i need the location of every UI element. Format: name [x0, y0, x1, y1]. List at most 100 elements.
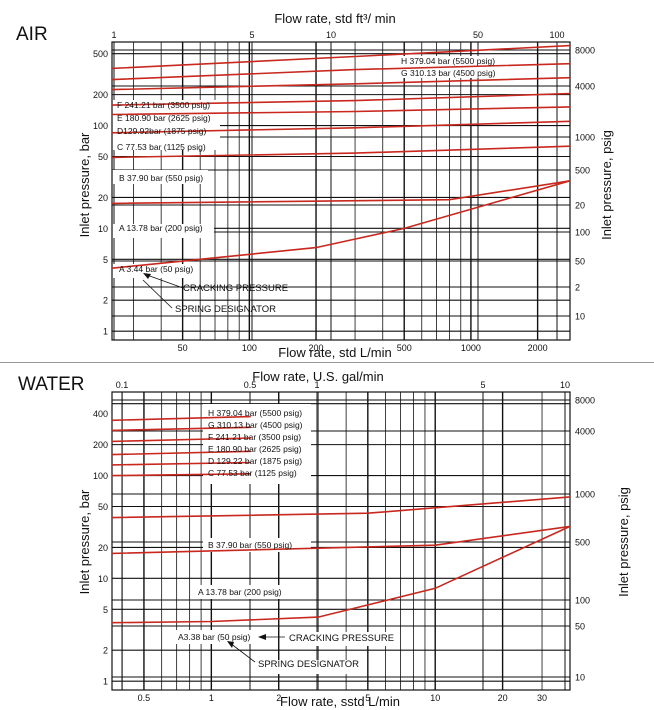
x2-tick-label: 50 [473, 30, 483, 40]
y2-tick-label: 20 [575, 201, 585, 211]
annotation-spring: SPRING DESIGNATOR [142, 279, 276, 315]
curve-series [111, 145, 571, 159]
curve-series [111, 120, 571, 134]
y2-tick-label: 100 [575, 596, 590, 606]
panel-divider [0, 362, 654, 363]
curve-series [111, 44, 571, 70]
y-tick-label: 2 [103, 296, 108, 306]
curve-series [111, 525, 571, 624]
chart-title: WATER [18, 374, 85, 395]
spring-designator-label: SPRING DESIGNATOR [175, 304, 276, 315]
y2-tick-label: 1000 [575, 133, 595, 143]
curve-series [111, 415, 251, 422]
y-axis-right-title: Inlet pressure, psig [599, 130, 614, 240]
x2-tick-label: 0.5 [244, 380, 257, 390]
y-tick-label: 50 [98, 502, 108, 512]
series-label: A3.38 bar (50 psig) [178, 632, 250, 642]
annotation-cracking: CRACKING PRESSURE [143, 273, 288, 294]
label-backdrop [112, 100, 220, 150]
curve-series [111, 473, 251, 477]
curve-series [111, 62, 571, 81]
x-tick-label: 500 [397, 343, 412, 353]
series-label: A 3.44 bar (50 psig) [119, 264, 193, 274]
series-label: A 13.78 bar (200 psig) [198, 587, 282, 597]
x2-tick-label: 1 [314, 380, 319, 390]
y-tick-label: 400 [93, 409, 108, 419]
series-label: C 77.53 bar (1125 psig) [208, 468, 297, 478]
y-tick-label: 5 [103, 605, 108, 615]
y-tick-label: 200 [93, 90, 108, 100]
y2-tick-label: 1000 [575, 490, 595, 500]
series-label: G 310.13 bar (4500 psig) [208, 420, 303, 430]
y2-tick-label: 4000 [575, 427, 595, 437]
curve-series [111, 180, 571, 205]
curve-series [111, 92, 571, 106]
y-tick-label: 20 [98, 543, 108, 553]
label-backdrop [256, 660, 366, 674]
y2-tick-label: 10 [575, 312, 585, 322]
cracking-pressure-label: CRACKING PRESSURE [289, 633, 394, 644]
curve-series [111, 106, 571, 116]
x2-tick-label: 100 [549, 30, 564, 40]
series-label: H 379.04 bar (5500 psig) [208, 408, 302, 418]
plot-frame [111, 41, 571, 341]
y2-tick-label: 2 [575, 283, 580, 293]
y2-tick-label: 8000 [575, 396, 595, 406]
series-label: A 13.78 bar (200 psig) [119, 223, 203, 233]
y-tick-label: 100 [93, 471, 108, 481]
series-label: G 310.13 bar (4500 psig) [401, 68, 496, 78]
x2-tick-label: 1 [111, 30, 116, 40]
x2-tick-label: 5 [249, 30, 254, 40]
y-axis-right-title: Inlet pressure, psig [616, 487, 631, 597]
air-chart: 1 2 5 10 20 50 100 200 500 50 100 200 500 1000 2000 1 5 1… [16, 11, 614, 360]
y-tick-label: 5 [103, 255, 108, 265]
x-tick-label: 20 [498, 693, 508, 703]
curve-series [111, 76, 571, 91]
series-label: F 241.21 bar (3500 psig) [208, 432, 301, 442]
label-backdrop [112, 264, 194, 278]
y-tick-label: 2 [103, 646, 108, 656]
label-backdrop [112, 224, 214, 238]
curve-series [111, 437, 251, 443]
x-axis-top-title: Flow rate, std ft³/ min [274, 11, 395, 26]
x-axis-bottom-title: Flow rate, std L/min [278, 345, 391, 360]
series-label: B 37.90 bar (550 psig) [119, 173, 203, 183]
y2-tick-label: 8000 [575, 46, 595, 56]
y2-tick-label: 500 [575, 538, 590, 548]
x2-tick-label: 0.1 [116, 380, 129, 390]
water-chart: 1 2 5 10 20 50 100 200 400 0.5 1 2 5 10 20 30 0.1 0.5 1 5 10… [18, 369, 631, 709]
plot-frame [111, 391, 571, 691]
x-axis-bottom-title: Flow rate, sstd L/min [280, 694, 400, 709]
chart-title: AIR [16, 24, 48, 45]
x2-tick-label: 10 [326, 30, 336, 40]
series-label: D 129.22 bar (1875 psig) [208, 456, 302, 466]
y-tick-label: 100 [93, 121, 108, 131]
y-axis-left-title: Inlet pressure, bar [77, 132, 92, 237]
y-axis-left-title: Inlet pressure, bar [77, 489, 92, 594]
series-label: D129.92bar (1875 psig) [117, 126, 206, 136]
series-label: H 379.04 bar (5500 psig) [401, 56, 495, 66]
y-tick-label: 500 [93, 49, 108, 59]
x-tick-label: 0.5 [138, 693, 151, 703]
x-tick-label: 1000 [461, 343, 481, 353]
series-label: B 37.90 bar (550 psig) [208, 540, 292, 550]
x-tick-label: 5 [365, 693, 370, 703]
y-tick-label: 1 [103, 327, 108, 337]
x-tick-label: 2000 [528, 343, 548, 353]
y2-tick-label: 4000 [575, 82, 595, 92]
curve-series [111, 426, 251, 432]
curve-series [111, 461, 251, 466]
label-backdrop [112, 170, 208, 184]
y-tick-label: 200 [93, 440, 108, 450]
annotation-spring: SPRING DESIGNATOR [227, 641, 359, 670]
curve-series [111, 496, 571, 519]
y-tick-label: 10 [98, 574, 108, 584]
y2-tick-label: 100 [575, 228, 590, 238]
label-backdrop [286, 632, 394, 646]
x2-tick-label: 5 [480, 380, 485, 390]
series-label: E 180.90 bar (2625 psig) [117, 113, 211, 123]
y2-tick-label: 10 [575, 673, 585, 683]
label-backdrop [173, 630, 263, 644]
x2-tick-label: 10 [560, 380, 570, 390]
